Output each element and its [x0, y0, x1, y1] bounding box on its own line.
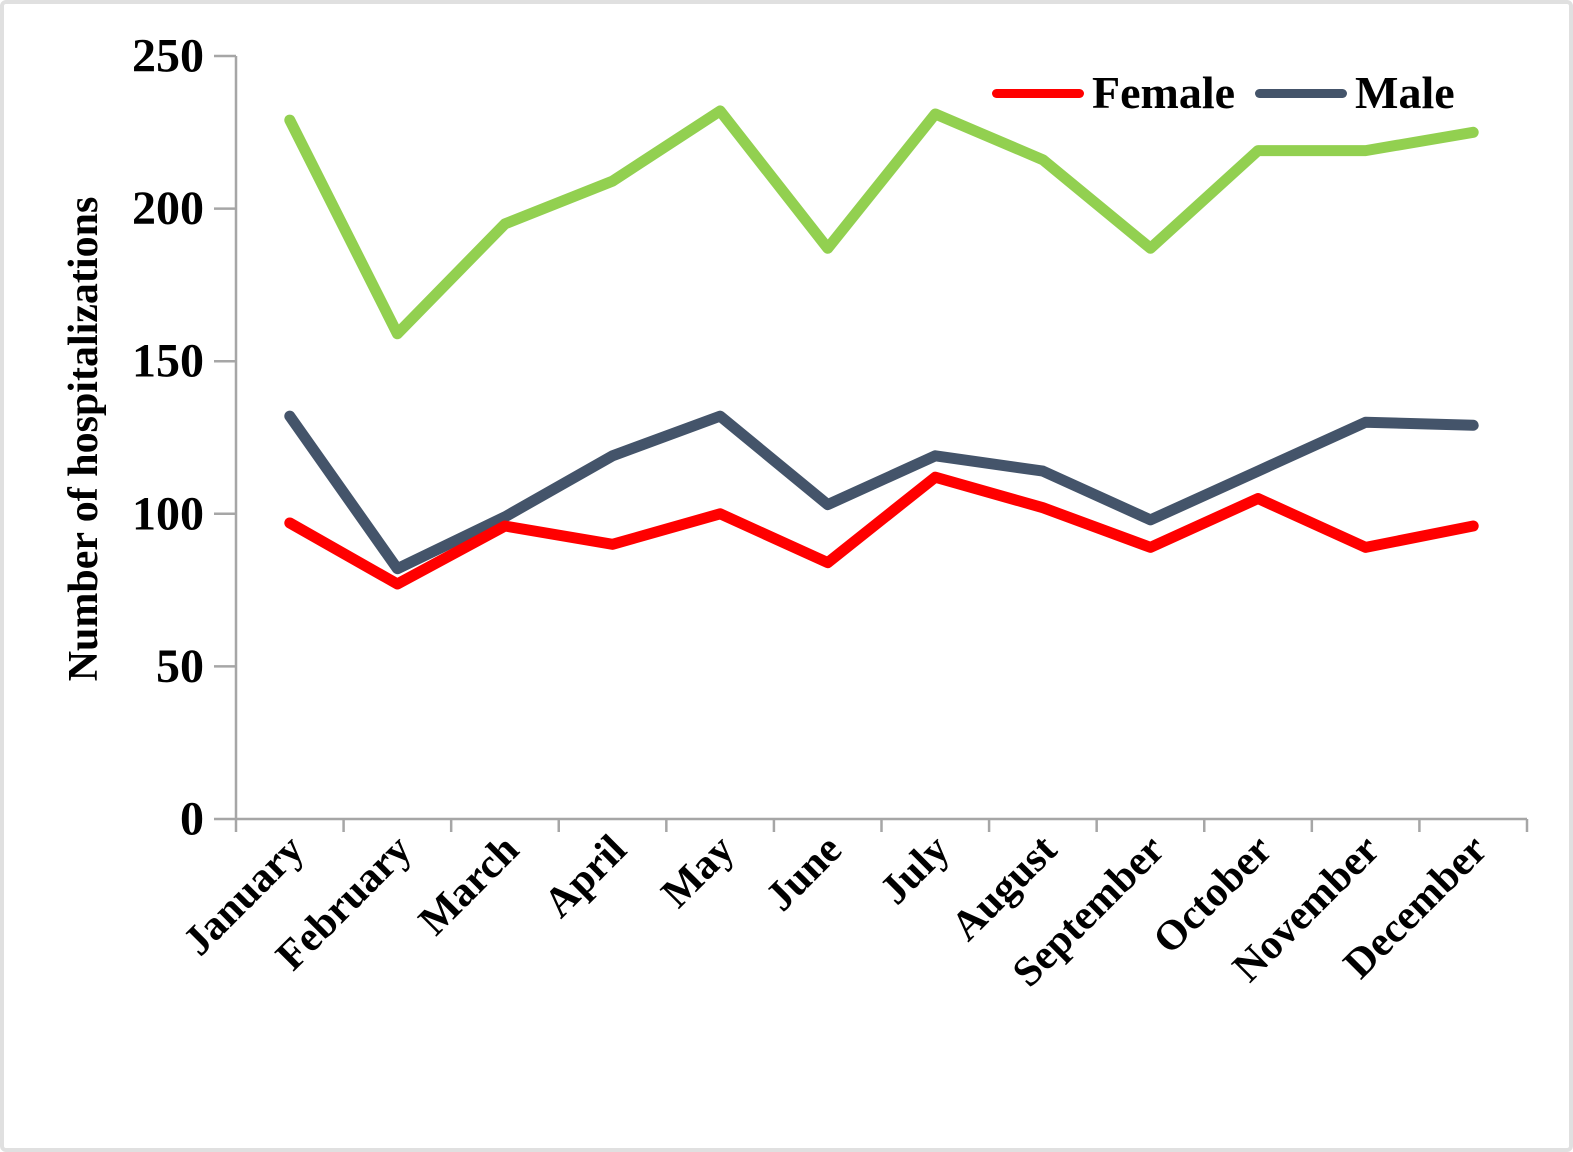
legend: Female Male — [992, 70, 1455, 116]
series-line-female — [284, 471, 1479, 590]
y-tick-label-250: 250 — [132, 30, 204, 83]
y-tick-label-100: 100 — [132, 487, 204, 540]
y-tick-label-150: 150 — [132, 335, 204, 388]
x-tick-label-april: April — [535, 827, 635, 927]
legend-entry-female: Female — [992, 70, 1235, 116]
legend-swatch-female — [992, 88, 1084, 98]
legend-label-male: Male — [1355, 67, 1455, 118]
y-tick-label-0: 0 — [180, 793, 204, 846]
legend-swatch-male — [1255, 88, 1348, 98]
x-tick-label-june: June — [757, 827, 851, 921]
series-line-male — [284, 410, 1479, 575]
x-tick-label-july: July — [871, 827, 958, 914]
x-tick-label-march: March — [410, 827, 528, 945]
legend-entry-male: Male — [1255, 70, 1455, 116]
y-tick-label-200: 200 — [132, 182, 204, 235]
x-tick-label-may: May — [653, 827, 743, 917]
series-line-total — [284, 105, 1479, 340]
legend-label-female: Female — [1092, 67, 1236, 118]
y-tick-label-50: 50 — [156, 640, 204, 693]
